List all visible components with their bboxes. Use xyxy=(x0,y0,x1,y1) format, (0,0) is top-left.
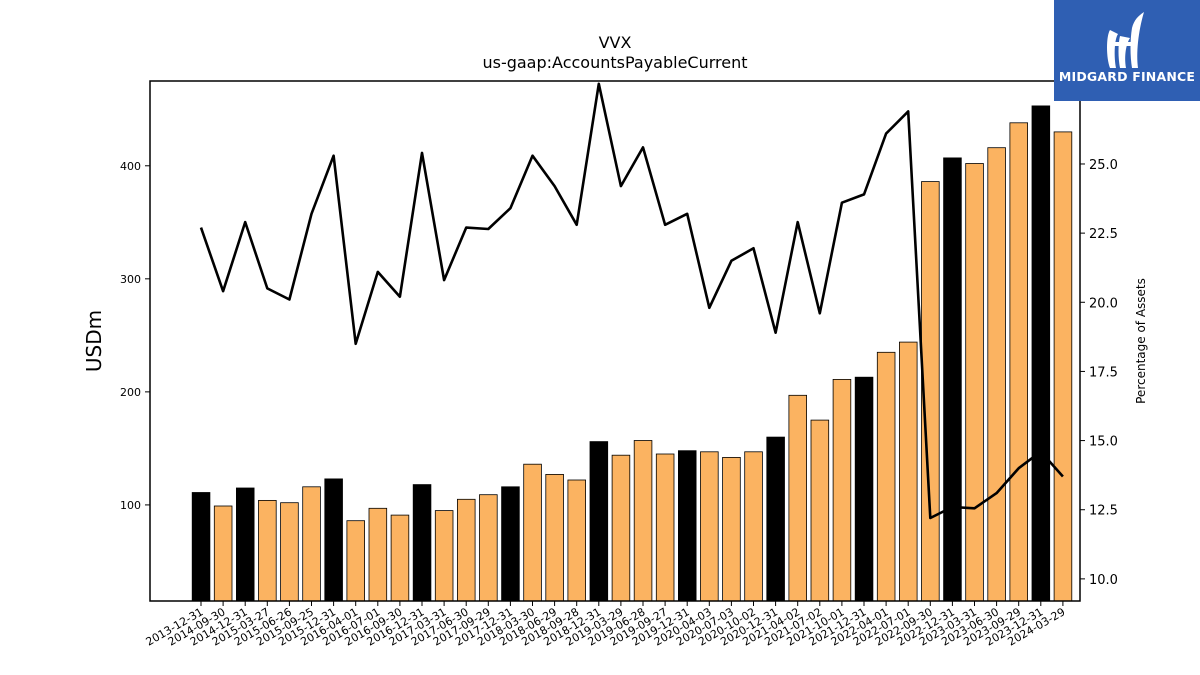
bar-2017-09-29 xyxy=(479,494,498,602)
right-axis: 10.012.515.017.520.022.525.027.5 xyxy=(1080,89,1118,588)
y2-tick-label: 25.0 xyxy=(1089,158,1118,173)
y2-tick-label: 22.5 xyxy=(1089,227,1118,242)
y2-tick-label: 15.0 xyxy=(1089,435,1118,450)
bar-2021-04-02 xyxy=(788,394,808,602)
y2-tick-label: 10.0 xyxy=(1089,573,1118,588)
bar-2016-04-01 xyxy=(346,520,365,602)
bar-2019-12-31 xyxy=(678,450,697,602)
bar-2019-03-29 xyxy=(611,454,631,602)
y-tick-label: 300 xyxy=(120,273,141,286)
bar-2015-12-31 xyxy=(324,478,343,602)
bar-2016-12-31 xyxy=(412,484,432,602)
bar-2020-07-03 xyxy=(722,456,741,602)
y2-axis-label: Percentage of Assets xyxy=(1134,278,1148,404)
bar-2018-06-29 xyxy=(545,473,564,602)
bar-2017-12-31 xyxy=(501,486,520,602)
y-tick-label: 100 xyxy=(120,499,141,512)
bar-2022-04-01 xyxy=(876,351,896,602)
bar-2019-09-27 xyxy=(655,453,675,602)
bar-2018-09-28 xyxy=(567,479,587,602)
y2-tick-label: 20.0 xyxy=(1089,296,1118,311)
bar-2016-09-30 xyxy=(390,514,410,602)
bar-2017-06-30 xyxy=(456,498,476,602)
y2-tick-label: 12.5 xyxy=(1089,504,1118,519)
logo-mark-icon xyxy=(1107,12,1144,68)
bar-2022-07-01 xyxy=(899,341,918,602)
y-axis-label: USDm xyxy=(82,310,106,372)
bar-2014-12-31 xyxy=(235,487,255,602)
bar-2013-12-31 xyxy=(191,492,211,602)
bar-2015-09-25 xyxy=(302,486,321,602)
chart-subtitle: us-gaap:AccountsPayableCurrent xyxy=(482,53,747,72)
bar-2020-10-02 xyxy=(744,451,763,602)
y-tick-label: 400 xyxy=(120,160,141,173)
bar-2021-10-01 xyxy=(832,378,852,602)
left-axis: 100 200 300 400 xyxy=(120,160,150,512)
bar-2014-09-30 xyxy=(213,505,233,602)
bar-2020-04-03 xyxy=(700,451,719,602)
bar-2023-09-29 xyxy=(1009,122,1029,602)
bar-2024-03-29 xyxy=(1053,131,1073,602)
line-layer xyxy=(199,82,1064,520)
bar-2015-03-27 xyxy=(258,499,277,602)
percentage-line xyxy=(199,82,1064,520)
bar-2018-12-31 xyxy=(589,441,609,602)
bar-2021-07-02 xyxy=(810,419,830,602)
chart-title: VVX xyxy=(599,33,632,52)
logo-text: MIDGARD FINANCE xyxy=(1058,69,1196,84)
bar-2018-03-30 xyxy=(523,463,542,602)
bar-2019-06-28 xyxy=(633,440,653,602)
bar-2023-12-31 xyxy=(1031,105,1051,602)
bar-2015-06-26 xyxy=(280,502,299,602)
bar-2016-07-01 xyxy=(368,507,388,602)
x-axis: 2013-12-312014-09-302014-12-312015-03-27… xyxy=(144,601,1067,649)
y-tick-label: 200 xyxy=(120,386,141,399)
midgard-finance-logo: MIDGARD FINANCE xyxy=(1054,0,1200,101)
bar-2023-06-30 xyxy=(987,147,1006,602)
y2-tick-label: 17.5 xyxy=(1089,365,1118,380)
bar-2020-12-31 xyxy=(766,436,785,602)
bar-2023-03-31 xyxy=(965,163,984,602)
bar-2017-03-31 xyxy=(434,510,454,602)
bar-2022-12-31 xyxy=(943,157,962,602)
bar-2021-12-31 xyxy=(854,376,874,602)
plot-frame xyxy=(149,80,1081,602)
